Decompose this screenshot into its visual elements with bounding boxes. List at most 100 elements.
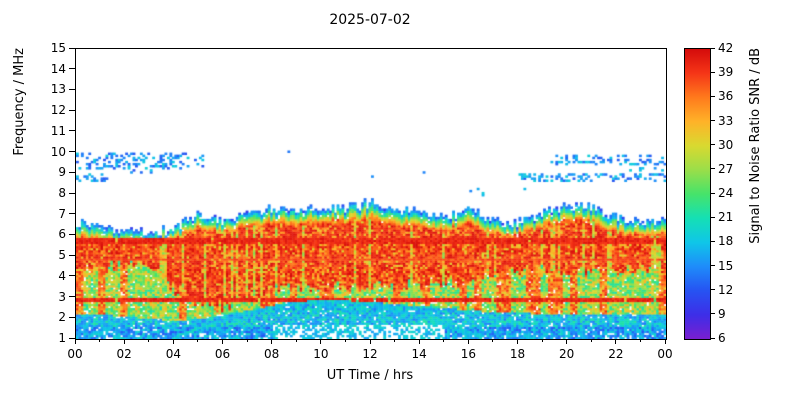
colorbar-tick-mark [711,337,715,339]
y-tick-label: 13 [50,82,66,97]
colorbar-tick-mark [711,216,715,218]
y-tick-label: 9 [58,165,66,180]
y-tick-mark [69,233,75,235]
y-tick-mark [69,275,75,277]
y-tick-mark [69,88,75,90]
x-tick-mark [369,339,371,344]
colorbar-tick-mark [711,168,715,170]
colorbar-tick-mark [711,192,715,194]
colorbar-tick-label: 39 [718,65,734,80]
x-minor-tick-mark [99,339,101,342]
colorbar-tick-label: 18 [718,234,734,249]
y-tick-label: 12 [50,103,66,118]
x-tick-label: 00 [67,347,83,361]
x-minor-tick-mark [394,339,396,342]
y-tick-mark [69,130,75,132]
colorbar-tick-label: 27 [718,161,734,176]
colorbar-tick-label: 36 [718,89,734,104]
x-minor-tick-mark [492,339,494,342]
x-tick-label: 00 [657,347,673,361]
colorbar-tick-label: 12 [718,282,734,297]
x-tick-label: 06 [214,347,231,361]
y-axis-label-text: Frequency / MHz [12,48,27,156]
x-tick-label: 10 [313,347,329,361]
colorbar-label-text: Signal to Noise Ratio SNR / dB [748,48,763,244]
x-axis-label: UT Time / hrs [326,368,414,383]
y-tick-label: 3 [58,289,66,304]
x-minor-tick-mark [639,339,641,342]
x-minor-tick-mark [295,339,297,342]
y-tick-label: 1 [58,331,66,345]
chart-title: 2025-07-02 [329,12,411,28]
x-tick-mark [664,339,666,344]
colorbar-label: Signal to Noise Ratio SNR / dB [748,48,766,338]
colorbar-tick-mark [711,313,715,315]
colorbar-tick-label: 33 [718,113,734,128]
x-tick-mark [271,339,273,344]
y-tick-mark [69,47,75,49]
x-minor-tick-mark [246,339,248,342]
colorbar-tick-mark [711,144,715,146]
colorbar-tick-mark [711,47,715,49]
y-tick-label: 10 [50,144,66,159]
x-tick-mark [566,339,568,344]
x-tick-mark [418,339,420,344]
x-tick-label: 20 [559,347,575,361]
colorbar-tick-label: 9 [718,306,726,321]
x-tick-label: 08 [264,347,280,361]
y-tick-label: 5 [58,248,66,263]
x-tick-mark [615,339,617,344]
y-tick-mark [69,316,75,318]
x-tick-label: 18 [509,347,526,361]
colorbar [684,48,711,340]
y-tick-label: 2 [58,310,66,325]
colorbar-tick-mark [711,240,715,242]
x-minor-tick-mark [344,339,346,342]
x-minor-tick-mark [148,339,150,342]
colorbar-tick-label: 30 [718,137,734,152]
x-tick-label: 22 [608,347,624,361]
y-tick-mark [69,337,75,339]
x-tick-label: 04 [165,347,181,361]
colorbar-tick-label: 21 [718,210,734,225]
x-tick-mark [222,339,223,344]
x-tick-label: 02 [116,347,132,361]
x-tick-label: 16 [460,347,476,361]
x-tick-mark [172,339,174,344]
y-tick-label: 4 [58,268,66,283]
colorbar-tick-mark [711,71,715,73]
colorbar-tick-label: 15 [718,258,734,273]
x-minor-tick-mark [590,339,592,342]
y-tick-label: 15 [50,41,66,55]
colorbar-gradient [685,49,710,339]
y-tick-mark [69,254,75,256]
y-tick-mark [69,296,75,298]
y-tick-mark [69,192,75,194]
colorbar-tick-label: 42 [718,41,734,55]
y-tick-mark [69,213,75,215]
colorbar-tick-mark [711,95,715,97]
colorbar-tick-mark [711,289,715,291]
colorbar-tick-label: 6 [718,331,726,345]
x-tick-mark [74,339,76,344]
x-tick-mark [517,339,518,344]
x-tick-mark [320,339,322,344]
x-tick-label: 12 [362,347,378,361]
y-tick-mark [69,151,75,153]
y-tick-label: 14 [50,61,66,76]
colorbar-tick-mark [711,265,715,266]
heatmap-canvas [76,49,666,339]
y-tick-label: 7 [58,206,66,221]
colorbar-tick-mark [711,120,715,121]
y-tick-label: 8 [58,186,66,200]
x-minor-tick-mark [541,339,543,342]
plot-area [75,48,667,340]
y-tick-mark [69,68,75,70]
y-tick-label: 11 [50,123,66,138]
y-tick-mark [69,171,75,173]
x-minor-tick-mark [197,339,199,342]
x-tick-mark [123,339,125,344]
x-tick-label: 14 [411,347,427,361]
colorbar-tick-label: 24 [718,186,734,200]
